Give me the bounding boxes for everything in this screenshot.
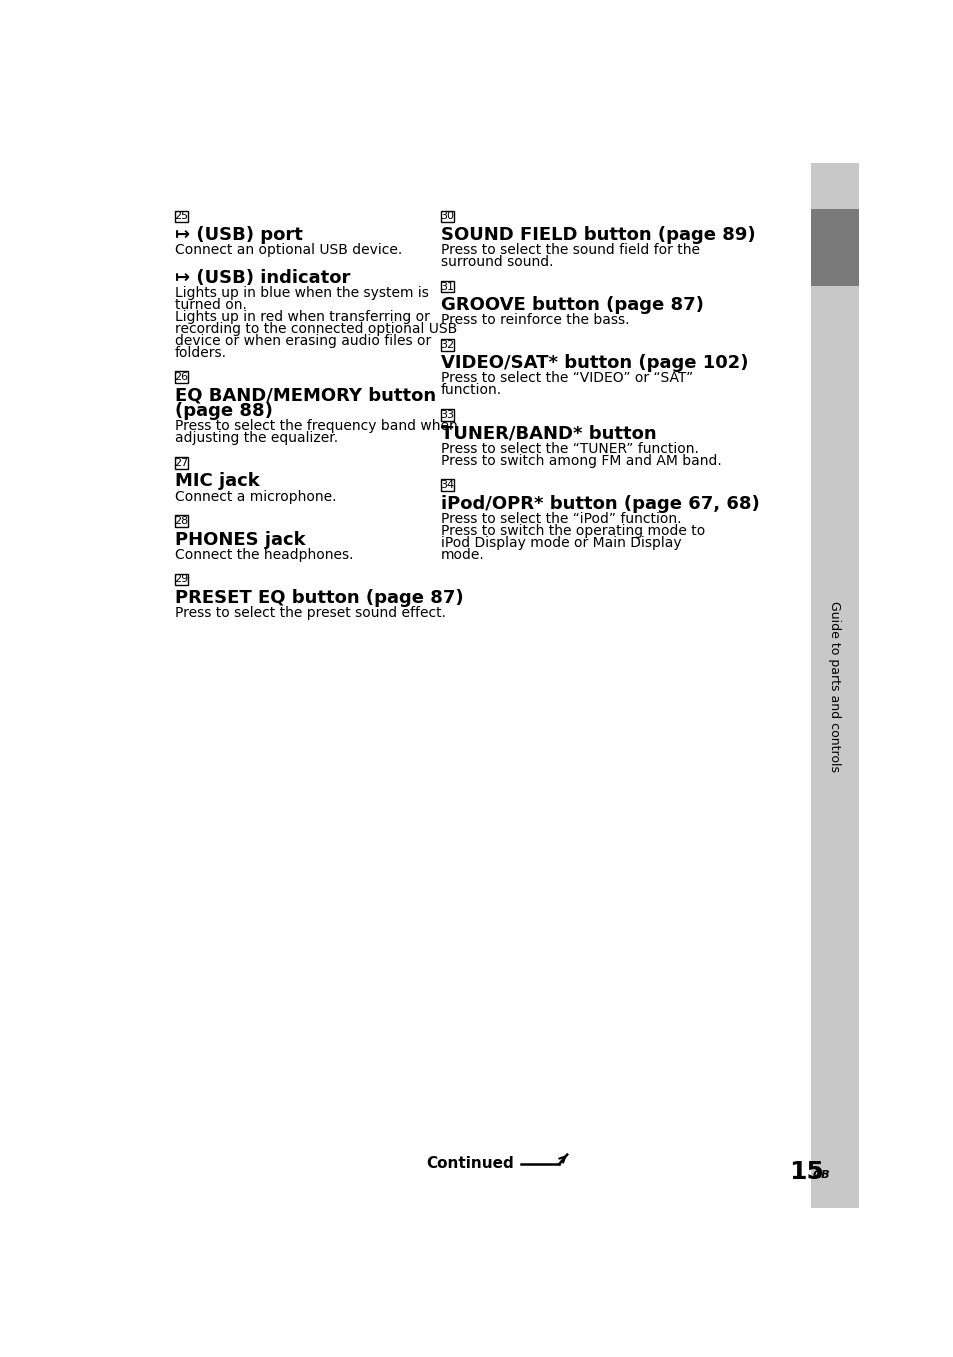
FancyBboxPatch shape (174, 516, 188, 527)
Text: Connect an optional USB device.: Connect an optional USB device. (174, 243, 402, 256)
FancyBboxPatch shape (440, 339, 454, 350)
Text: MIC jack: MIC jack (174, 472, 259, 490)
Text: (page 88): (page 88) (174, 402, 273, 421)
Text: surround sound.: surround sound. (440, 255, 553, 269)
Text: recording to the connected optional USB: recording to the connected optional USB (174, 322, 456, 335)
Text: 33: 33 (440, 410, 454, 419)
Text: 34: 34 (440, 480, 454, 490)
FancyBboxPatch shape (440, 281, 454, 292)
Text: 27: 27 (174, 457, 189, 468)
Text: ↦ (USB) indicator: ↦ (USB) indicator (174, 269, 350, 286)
Text: EQ BAND/MEMORY button: EQ BAND/MEMORY button (174, 387, 436, 404)
Text: PRESET EQ button (page 87): PRESET EQ button (page 87) (174, 589, 463, 607)
Text: function.: function. (440, 384, 501, 398)
Text: Press to reinforce the bass.: Press to reinforce the bass. (440, 313, 629, 327)
Text: Press to select the “VIDEO” or “SAT”: Press to select the “VIDEO” or “SAT” (440, 372, 693, 385)
Text: turned on.: turned on. (174, 297, 247, 312)
Text: Press to switch among FM and AM band.: Press to switch among FM and AM band. (440, 453, 720, 468)
Text: SOUND FIELD button (page 89): SOUND FIELD button (page 89) (440, 227, 755, 244)
FancyBboxPatch shape (440, 479, 454, 491)
Text: adjusting the equalizer.: adjusting the equalizer. (174, 432, 337, 445)
Text: Press to switch the operating mode to: Press to switch the operating mode to (440, 524, 704, 537)
Text: TUNER/BAND* button: TUNER/BAND* button (440, 425, 656, 442)
FancyBboxPatch shape (174, 210, 188, 223)
Text: 15: 15 (789, 1159, 823, 1183)
Text: GROOVE button (page 87): GROOVE button (page 87) (440, 296, 703, 315)
Text: VIDEO/SAT* button (page 102): VIDEO/SAT* button (page 102) (440, 354, 747, 372)
Text: iPod/OPR* button (page 67, 68): iPod/OPR* button (page 67, 68) (440, 495, 759, 513)
Text: folders.: folders. (174, 346, 227, 360)
Text: Press to select the preset sound effect.: Press to select the preset sound effect. (174, 607, 446, 620)
Text: 28: 28 (174, 516, 189, 527)
Text: 29: 29 (174, 574, 189, 585)
Text: Press to select the “TUNER” function.: Press to select the “TUNER” function. (440, 441, 698, 456)
Text: Press to select the frequency band when: Press to select the frequency band when (174, 419, 457, 433)
Text: PHONES jack: PHONES jack (174, 531, 305, 548)
Text: GB: GB (812, 1170, 830, 1181)
Text: iPod Display mode or Main Display: iPod Display mode or Main Display (440, 536, 680, 550)
Text: Lights up in blue when the system is: Lights up in blue when the system is (174, 286, 429, 300)
Bar (810, 163, 858, 1208)
Text: Guide to parts and controls: Guide to parts and controls (827, 601, 841, 772)
Text: Continued: Continued (426, 1156, 514, 1171)
Text: 31: 31 (440, 281, 454, 292)
Text: 26: 26 (174, 372, 189, 383)
Text: device or when erasing audio files or: device or when erasing audio files or (174, 334, 431, 347)
Text: mode.: mode. (440, 548, 484, 562)
Text: 32: 32 (440, 339, 454, 350)
FancyBboxPatch shape (440, 410, 454, 421)
Text: Press to select the “iPod” function.: Press to select the “iPod” function. (440, 512, 680, 527)
Text: Connect the headphones.: Connect the headphones. (174, 548, 354, 562)
Text: 30: 30 (440, 212, 454, 221)
Text: Connect a microphone.: Connect a microphone. (174, 490, 336, 503)
FancyBboxPatch shape (440, 210, 454, 223)
Text: 25: 25 (174, 212, 189, 221)
FancyBboxPatch shape (174, 372, 188, 383)
Text: ↦ (USB) port: ↦ (USB) port (174, 227, 303, 244)
Text: Lights up in red when transferring or: Lights up in red when transferring or (174, 309, 430, 324)
Bar (810, 209, 858, 286)
FancyBboxPatch shape (174, 574, 188, 585)
Text: Press to select the sound field for the: Press to select the sound field for the (440, 243, 700, 256)
FancyBboxPatch shape (174, 457, 188, 468)
